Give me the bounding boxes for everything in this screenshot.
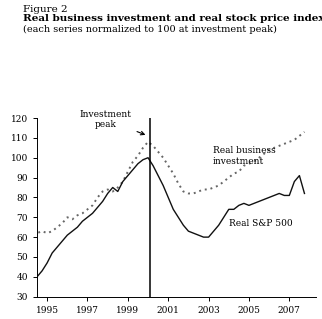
Text: Investment
peak: Investment peak [80, 109, 144, 135]
Text: Real S&P 500: Real S&P 500 [229, 219, 292, 228]
Text: Real business investment and real stock price index: Real business investment and real stock … [23, 14, 322, 23]
Text: Real business
investment: Real business investment [213, 146, 275, 166]
Text: Figure 2: Figure 2 [23, 5, 67, 14]
Text: (each series normalized to 100 at investment peak): (each series normalized to 100 at invest… [23, 25, 276, 34]
